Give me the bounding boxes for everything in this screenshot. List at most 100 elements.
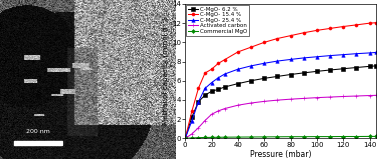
C-MgO- 15.4 % xyxy=(275,38,280,39)
Commercial MgO xyxy=(354,136,359,138)
Activated carbon xyxy=(203,120,207,121)
C-MgO- 25.4 % xyxy=(314,56,319,58)
C-MgO- 15.4 % xyxy=(249,46,253,48)
C-MgO- 6.2 % xyxy=(341,68,345,70)
C-MgO- 25.4 % xyxy=(354,53,359,55)
Y-axis label: Methanol capacity (mmol g⁻¹): Methanol capacity (mmol g⁻¹) xyxy=(162,17,169,125)
C-MgO- 6.2 % xyxy=(301,72,306,74)
Commercial MgO xyxy=(196,137,201,139)
Commercial MgO xyxy=(209,136,214,138)
C-MgO- 6.2 % xyxy=(222,86,227,88)
C-MgO- 25.4 % xyxy=(262,62,266,64)
C-MgO- 25.4 % xyxy=(301,57,306,59)
Line: C-MgO- 6.2 %: C-MgO- 6.2 % xyxy=(184,64,378,140)
C-MgO- 15.4 % xyxy=(301,32,306,34)
Commercial MgO xyxy=(288,136,293,138)
C-MgO- 6.2 % xyxy=(314,70,319,72)
Commercial MgO xyxy=(235,136,240,138)
Activated carbon xyxy=(301,97,306,99)
Commercial MgO xyxy=(314,136,319,138)
C-MgO- 25.4 % xyxy=(374,52,378,53)
C-MgO- 15.4 % xyxy=(354,24,359,26)
Activated carbon xyxy=(235,104,240,106)
C-MgO- 15.4 % xyxy=(209,68,214,70)
Activated carbon xyxy=(288,98,293,100)
C-MgO- 25.4 % xyxy=(196,101,201,103)
C-MgO- 15.4 % xyxy=(235,51,240,53)
Activated carbon xyxy=(262,100,266,102)
C-MgO- 25.4 % xyxy=(209,82,214,84)
C-MgO- 6.2 % xyxy=(216,88,220,90)
C-MgO- 15.4 % xyxy=(374,22,378,24)
Commercial MgO xyxy=(374,135,378,137)
Commercial MgO xyxy=(341,136,345,138)
Activated carbon xyxy=(341,96,345,97)
C-MgO- 6.2 % xyxy=(354,67,359,69)
C-MgO- 15.4 % xyxy=(222,59,227,61)
C-MgO- 6.2 % xyxy=(367,65,372,67)
C-MgO- 6.2 % xyxy=(249,80,253,82)
C-MgO- 6.2 % xyxy=(262,77,266,79)
C-MgO- 15.4 % xyxy=(216,62,220,64)
C-MgO- 25.4 % xyxy=(235,68,240,70)
C-MgO- 15.4 % xyxy=(314,29,319,31)
C-MgO- 6.2 % xyxy=(203,94,207,96)
C-MgO- 15.4 % xyxy=(341,26,345,28)
Activated carbon xyxy=(189,133,194,135)
Line: Activated carbon: Activated carbon xyxy=(183,93,378,140)
C-MgO- 6.2 % xyxy=(328,69,332,71)
Commercial MgO xyxy=(203,137,207,138)
Activated carbon xyxy=(249,102,253,104)
Line: C-MgO- 25.4 %: C-MgO- 25.4 % xyxy=(183,51,378,140)
Activated carbon xyxy=(196,127,201,129)
Commercial MgO xyxy=(183,137,187,139)
Line: C-MgO- 15.4 %: C-MgO- 15.4 % xyxy=(184,21,378,140)
X-axis label: Pressure (mbar): Pressure (mbar) xyxy=(250,150,311,159)
C-MgO- 25.4 % xyxy=(183,137,187,139)
C-MgO- 25.4 % xyxy=(275,60,280,62)
Commercial MgO xyxy=(262,136,266,138)
Activated carbon xyxy=(314,97,319,99)
Commercial MgO xyxy=(367,135,372,137)
C-MgO- 25.4 % xyxy=(216,77,220,79)
C-MgO- 25.4 % xyxy=(189,120,194,122)
C-MgO- 6.2 % xyxy=(374,65,378,67)
C-MgO- 25.4 % xyxy=(328,55,332,57)
C-MgO- 25.4 % xyxy=(367,52,372,54)
Activated carbon xyxy=(374,94,378,96)
C-MgO- 25.4 % xyxy=(341,54,345,56)
C-MgO- 15.4 % xyxy=(328,28,332,29)
Commercial MgO xyxy=(189,137,194,139)
C-MgO- 15.4 % xyxy=(262,41,266,43)
C-MgO- 6.2 % xyxy=(183,137,187,139)
Commercial MgO xyxy=(328,136,332,138)
Activated carbon xyxy=(209,113,214,115)
C-MgO- 25.4 % xyxy=(222,73,227,75)
Legend: C-MgO- 6.2 %, C-MgO- 15.4 %, C-MgO- 25.4 %, Activated carbon, Commercial MgO: C-MgO- 6.2 %, C-MgO- 15.4 %, C-MgO- 25.4… xyxy=(186,5,249,36)
C-MgO- 15.4 % xyxy=(367,22,372,24)
C-MgO- 15.4 % xyxy=(203,72,207,74)
Activated carbon xyxy=(328,96,332,98)
Commercial MgO xyxy=(275,136,280,138)
Bar xyxy=(14,141,62,145)
C-MgO- 6.2 % xyxy=(196,101,201,103)
Activated carbon xyxy=(354,95,359,97)
C-MgO- 6.2 % xyxy=(275,76,280,77)
Line: Commercial MgO: Commercial MgO xyxy=(184,135,378,140)
C-MgO- 15.4 % xyxy=(183,137,187,139)
Commercial MgO xyxy=(301,136,306,138)
C-MgO- 25.4 % xyxy=(203,87,207,89)
Commercial MgO xyxy=(222,136,227,138)
C-MgO- 6.2 % xyxy=(288,74,293,76)
C-MgO- 15.4 % xyxy=(288,35,293,37)
Activated carbon xyxy=(183,137,187,139)
Text: 200 nm: 200 nm xyxy=(26,129,50,134)
Activated carbon xyxy=(222,108,227,110)
C-MgO- 6.2 % xyxy=(209,90,214,92)
Activated carbon xyxy=(367,95,372,97)
C-MgO- 25.4 % xyxy=(249,65,253,67)
Commercial MgO xyxy=(216,136,220,138)
C-MgO- 25.4 % xyxy=(288,59,293,60)
Activated carbon xyxy=(216,110,220,112)
C-MgO- 6.2 % xyxy=(189,116,194,118)
